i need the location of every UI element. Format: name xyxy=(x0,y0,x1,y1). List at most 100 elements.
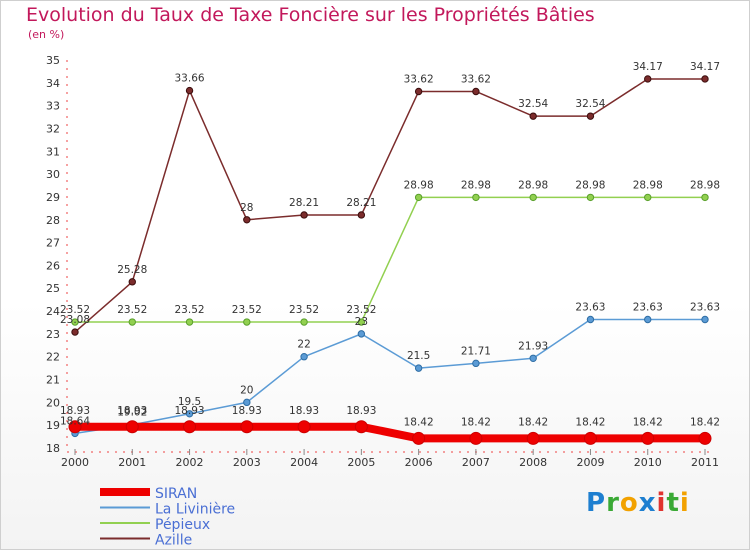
data-label: 23.63 xyxy=(633,302,663,314)
data-label: 28.21 xyxy=(346,197,376,209)
y-tick-label: 18 xyxy=(46,442,60,455)
data-point xyxy=(300,211,308,219)
data-label: 23.63 xyxy=(575,302,605,314)
data-point xyxy=(354,420,368,434)
data-label: 28.98 xyxy=(633,179,663,191)
data-point xyxy=(472,359,480,368)
data-point xyxy=(68,420,82,434)
x-tick-label: 2002 xyxy=(176,456,204,469)
data-label: 28 xyxy=(240,202,253,214)
data-label: 32.54 xyxy=(518,98,548,110)
data-point xyxy=(583,431,597,445)
data-point xyxy=(243,216,251,224)
data-label: 33.62 xyxy=(461,73,491,85)
data-label: 23.52 xyxy=(60,304,90,316)
data-point xyxy=(414,364,423,372)
y-tick-label: 23 xyxy=(46,328,60,341)
data-label: 18.42 xyxy=(461,416,491,428)
data-label: 18.93 xyxy=(346,405,376,417)
x-tick-label: 2011 xyxy=(691,456,719,469)
data-label: 20 xyxy=(240,384,253,396)
x-tick-label: 2010 xyxy=(634,456,662,469)
y-tick-label: 28 xyxy=(46,214,60,227)
data-label: 23.08 xyxy=(60,314,90,326)
data-point xyxy=(185,410,194,418)
data-point xyxy=(586,315,595,324)
y-tick-label: 31 xyxy=(46,145,60,158)
y-tick-label: 21 xyxy=(46,374,60,387)
y-tick-label: 34 xyxy=(46,77,60,90)
logo-letter: x xyxy=(638,488,657,518)
data-point xyxy=(586,112,595,120)
data-label: 28.98 xyxy=(575,179,605,191)
data-label: 18.42 xyxy=(575,416,605,428)
unit-label: (en %) xyxy=(28,28,65,41)
data-point xyxy=(472,87,480,96)
data-label: 33.66 xyxy=(175,73,205,85)
series-line-2 xyxy=(74,196,706,323)
data-label: 23.63 xyxy=(690,302,720,314)
data-point xyxy=(644,315,652,324)
data-label: 19.5 xyxy=(178,396,201,408)
x-tick-label: 2001 xyxy=(118,456,146,469)
data-point xyxy=(243,398,251,407)
logo-letter: i xyxy=(679,488,690,518)
data-point xyxy=(529,193,537,202)
data-point xyxy=(472,193,480,202)
data-label: 23.52 xyxy=(232,304,262,316)
data-point xyxy=(526,431,540,445)
data-label: 18.42 xyxy=(404,416,434,428)
data-label: 23 xyxy=(355,316,368,328)
y-tick-label: 30 xyxy=(46,168,60,181)
y-tick-label: 22 xyxy=(46,351,60,364)
data-point xyxy=(71,328,79,336)
series-line-1 xyxy=(74,318,706,435)
data-label: 18.42 xyxy=(518,416,548,428)
data-point xyxy=(641,431,655,445)
data-label: 18.93 xyxy=(117,405,147,417)
x-tick-label: 2003 xyxy=(233,456,261,469)
data-point xyxy=(128,278,136,286)
data-point xyxy=(414,193,423,202)
proxiti-logo: Proxiti xyxy=(586,488,690,518)
data-label: 28.98 xyxy=(690,179,720,191)
y-tick-label: 26 xyxy=(46,259,60,272)
data-label: 18.93 xyxy=(289,405,319,417)
y-tick-label: 29 xyxy=(46,191,60,204)
data-label: 23.52 xyxy=(346,304,376,316)
data-point xyxy=(240,420,254,434)
data-point xyxy=(469,431,483,445)
data-point xyxy=(300,318,308,326)
y-tick-label: 19 xyxy=(46,419,60,432)
data-label: 28.21 xyxy=(289,197,319,209)
data-point xyxy=(701,193,709,202)
data-point xyxy=(644,75,652,83)
legend-label: La Livinière xyxy=(155,502,235,518)
legend-label: SIRAN xyxy=(155,486,197,502)
data-point xyxy=(698,431,712,445)
data-label: 33.62 xyxy=(404,73,434,85)
data-label: 21.71 xyxy=(461,345,491,357)
data-point xyxy=(586,193,595,202)
data-point xyxy=(183,420,197,434)
data-point xyxy=(71,318,79,326)
data-point xyxy=(529,112,537,120)
data-label: 18.93 xyxy=(232,405,262,417)
data-label: 18.42 xyxy=(690,416,720,428)
chart-title: Evolution du Taux de Taxe Foncière sur l… xyxy=(26,4,595,26)
data-point xyxy=(644,193,652,202)
data-point xyxy=(529,354,537,363)
y-tick-label: 32 xyxy=(46,122,60,135)
data-label: 22 xyxy=(297,339,310,351)
x-tick-label: 2009 xyxy=(576,456,604,469)
logo-letter: r xyxy=(606,488,620,518)
data-point xyxy=(300,353,308,361)
logo-letter: t xyxy=(666,488,680,518)
data-label: 34.17 xyxy=(633,61,663,73)
series-line-0 xyxy=(71,422,709,443)
data-label: 19.02 xyxy=(117,407,147,419)
data-label: 21.5 xyxy=(407,350,430,362)
data-label: 28.98 xyxy=(404,179,434,191)
y-tick-label: 27 xyxy=(46,237,60,250)
